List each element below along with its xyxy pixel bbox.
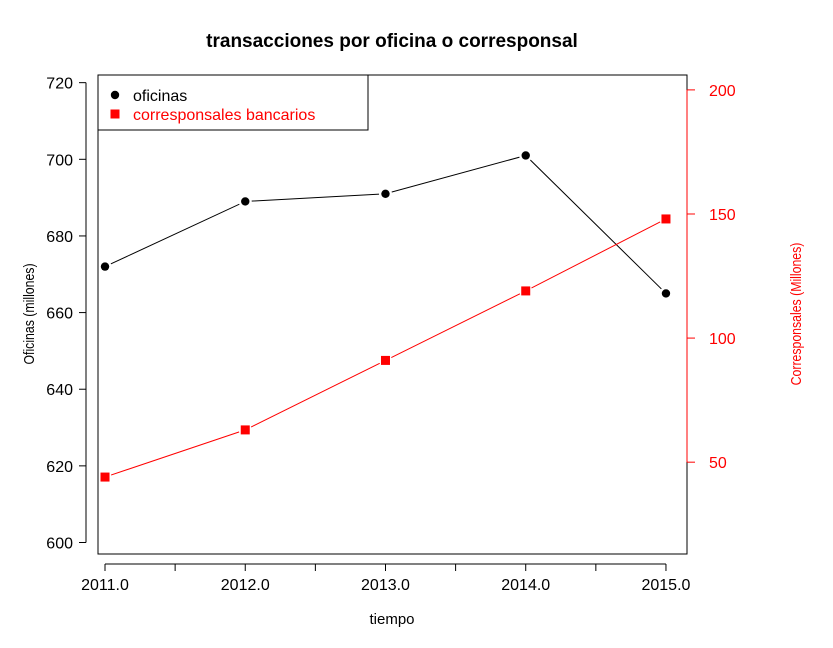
series-line — [104, 218, 667, 478]
right-tick-label: 100 — [709, 331, 736, 348]
plot-frame — [97, 74, 688, 555]
right-tick-label: 200 — [709, 83, 736, 100]
data-point — [240, 425, 250, 435]
bottom-tick-label: 2012.0 — [221, 577, 270, 594]
legend-box — [97, 74, 369, 131]
chart-title: transacciones por oficina o corresponsal — [206, 31, 578, 52]
legend-label: corresponsales bancarios — [133, 107, 315, 124]
data-point — [380, 355, 390, 365]
data-point — [381, 189, 390, 198]
right-tick-label: 150 — [709, 207, 736, 224]
legend: oficinas corresponsales bancarios — [97, 74, 369, 131]
right-axis: 50 100 150 200 — [686, 83, 736, 472]
left-axis: 600 620 640 660 680 700 720 — [46, 76, 87, 553]
data-point — [241, 197, 250, 206]
bottom-tick-label: 2015.0 — [641, 577, 690, 594]
legend-marker — [110, 109, 120, 119]
left-tick-label: 700 — [46, 152, 73, 169]
series-layer — [98, 148, 673, 484]
data-point — [521, 151, 530, 160]
left-tick-label: 660 — [46, 306, 73, 323]
legend-marker — [110, 90, 120, 100]
left-tick-label: 600 — [46, 536, 73, 553]
y-axis-title-right: Corresponsales (Millones) — [788, 243, 804, 386]
left-tick-label: 680 — [46, 229, 73, 246]
legend-label: oficinas — [133, 88, 187, 105]
series-line — [104, 154, 667, 294]
left-tick-label: 620 — [46, 459, 73, 476]
bottom-axis: 2011.0 2012.0 2013.0 2014.0 2015.0 — [81, 563, 691, 594]
left-tick-label: 720 — [46, 76, 73, 93]
data-point — [100, 262, 110, 271]
data-point — [521, 286, 531, 296]
x-axis-title: tiempo — [369, 611, 414, 628]
bottom-tick-label: 2014.0 — [501, 577, 550, 594]
data-point — [661, 214, 671, 224]
right-tick-label: 50 — [709, 455, 727, 472]
data-point — [100, 472, 110, 482]
data-point — [661, 289, 671, 298]
left-tick-label: 640 — [46, 382, 73, 399]
bottom-tick-label: 2013.0 — [361, 577, 410, 594]
y-axis-title-left: Oficinas (millones) — [21, 263, 37, 364]
bottom-tick-label: 2011.0 — [81, 577, 129, 594]
